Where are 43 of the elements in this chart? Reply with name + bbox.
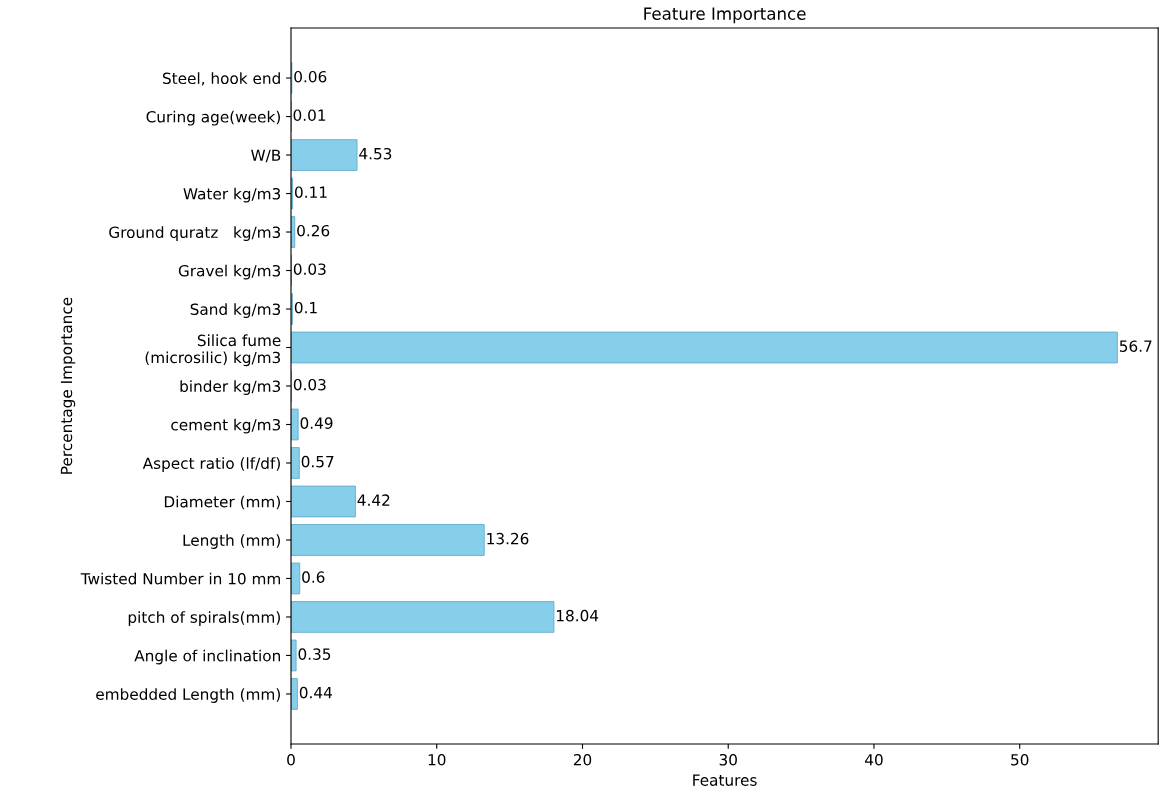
y-tick-label: Gravel kg/m3	[178, 264, 281, 280]
data-label: 56.7	[1119, 340, 1152, 352]
y-tick-label: Silica fume (microsilic) kg/m3	[145, 334, 281, 367]
y-tick-label: Aspect ratio (lf/df)	[142, 457, 280, 472]
y-tick-label: Steel, hook end	[162, 72, 280, 86]
x-tick-label: 0	[287, 753, 295, 766]
y-tick-label: Ground quratz kg/m3	[109, 226, 281, 241]
y-tick-label: cement kg/m3	[171, 418, 281, 434]
data-label: 0.44	[299, 686, 332, 699]
x-tick-label: 10	[428, 753, 446, 766]
y-tick-label: pitch of spirals(mm)	[128, 611, 280, 626]
y-axis-title: Percentage Importance	[60, 297, 76, 474]
y-tick-label: Angle of inclination	[134, 649, 280, 665]
data-label: 0.1	[294, 301, 317, 314]
data-label: 0.11	[295, 186, 327, 198]
y-tick-label: W/B	[251, 149, 281, 163]
y-tick-label: Twisted Number in 10 mm	[80, 572, 280, 585]
data-label: 4.53	[359, 147, 392, 160]
y-tick-label: Diameter (mm)	[164, 495, 280, 510]
y-tick-label: Curing age(week)	[146, 110, 280, 126]
x-axis-title: Features	[693, 774, 757, 786]
data-label: 0.06	[294, 70, 327, 83]
y-tick-label: embedded Length (mm)	[96, 688, 280, 703]
data-label: 4.42	[357, 494, 390, 506]
data-label: 0.26	[297, 224, 330, 237]
data-label: 13.26	[487, 532, 529, 545]
data-label: 0.49	[300, 417, 333, 429]
y-tick-label: binder kg/m3	[180, 380, 281, 395]
y-tick-label: Water kg/m3	[183, 187, 281, 203]
x-tick-label: 40	[865, 753, 883, 766]
x-tick-label: 30	[719, 753, 737, 766]
data-label: 0.03	[293, 378, 326, 391]
y-tick-label: Length (mm)	[183, 534, 280, 549]
data-label: 0.35	[298, 648, 331, 660]
data-label: 18.04	[556, 609, 599, 622]
data-label: 0.57	[301, 455, 334, 468]
x-tick-label: 50	[1011, 753, 1029, 766]
data-label: 0.03	[293, 263, 326, 275]
x-tick-label: 20	[573, 753, 592, 766]
y-tick-label: Sand kg/m3	[190, 303, 281, 318]
data-label: 0.01	[293, 109, 326, 121]
chart-title: Feature Importance	[644, 7, 806, 24]
data-label: 0.6	[302, 571, 325, 583]
